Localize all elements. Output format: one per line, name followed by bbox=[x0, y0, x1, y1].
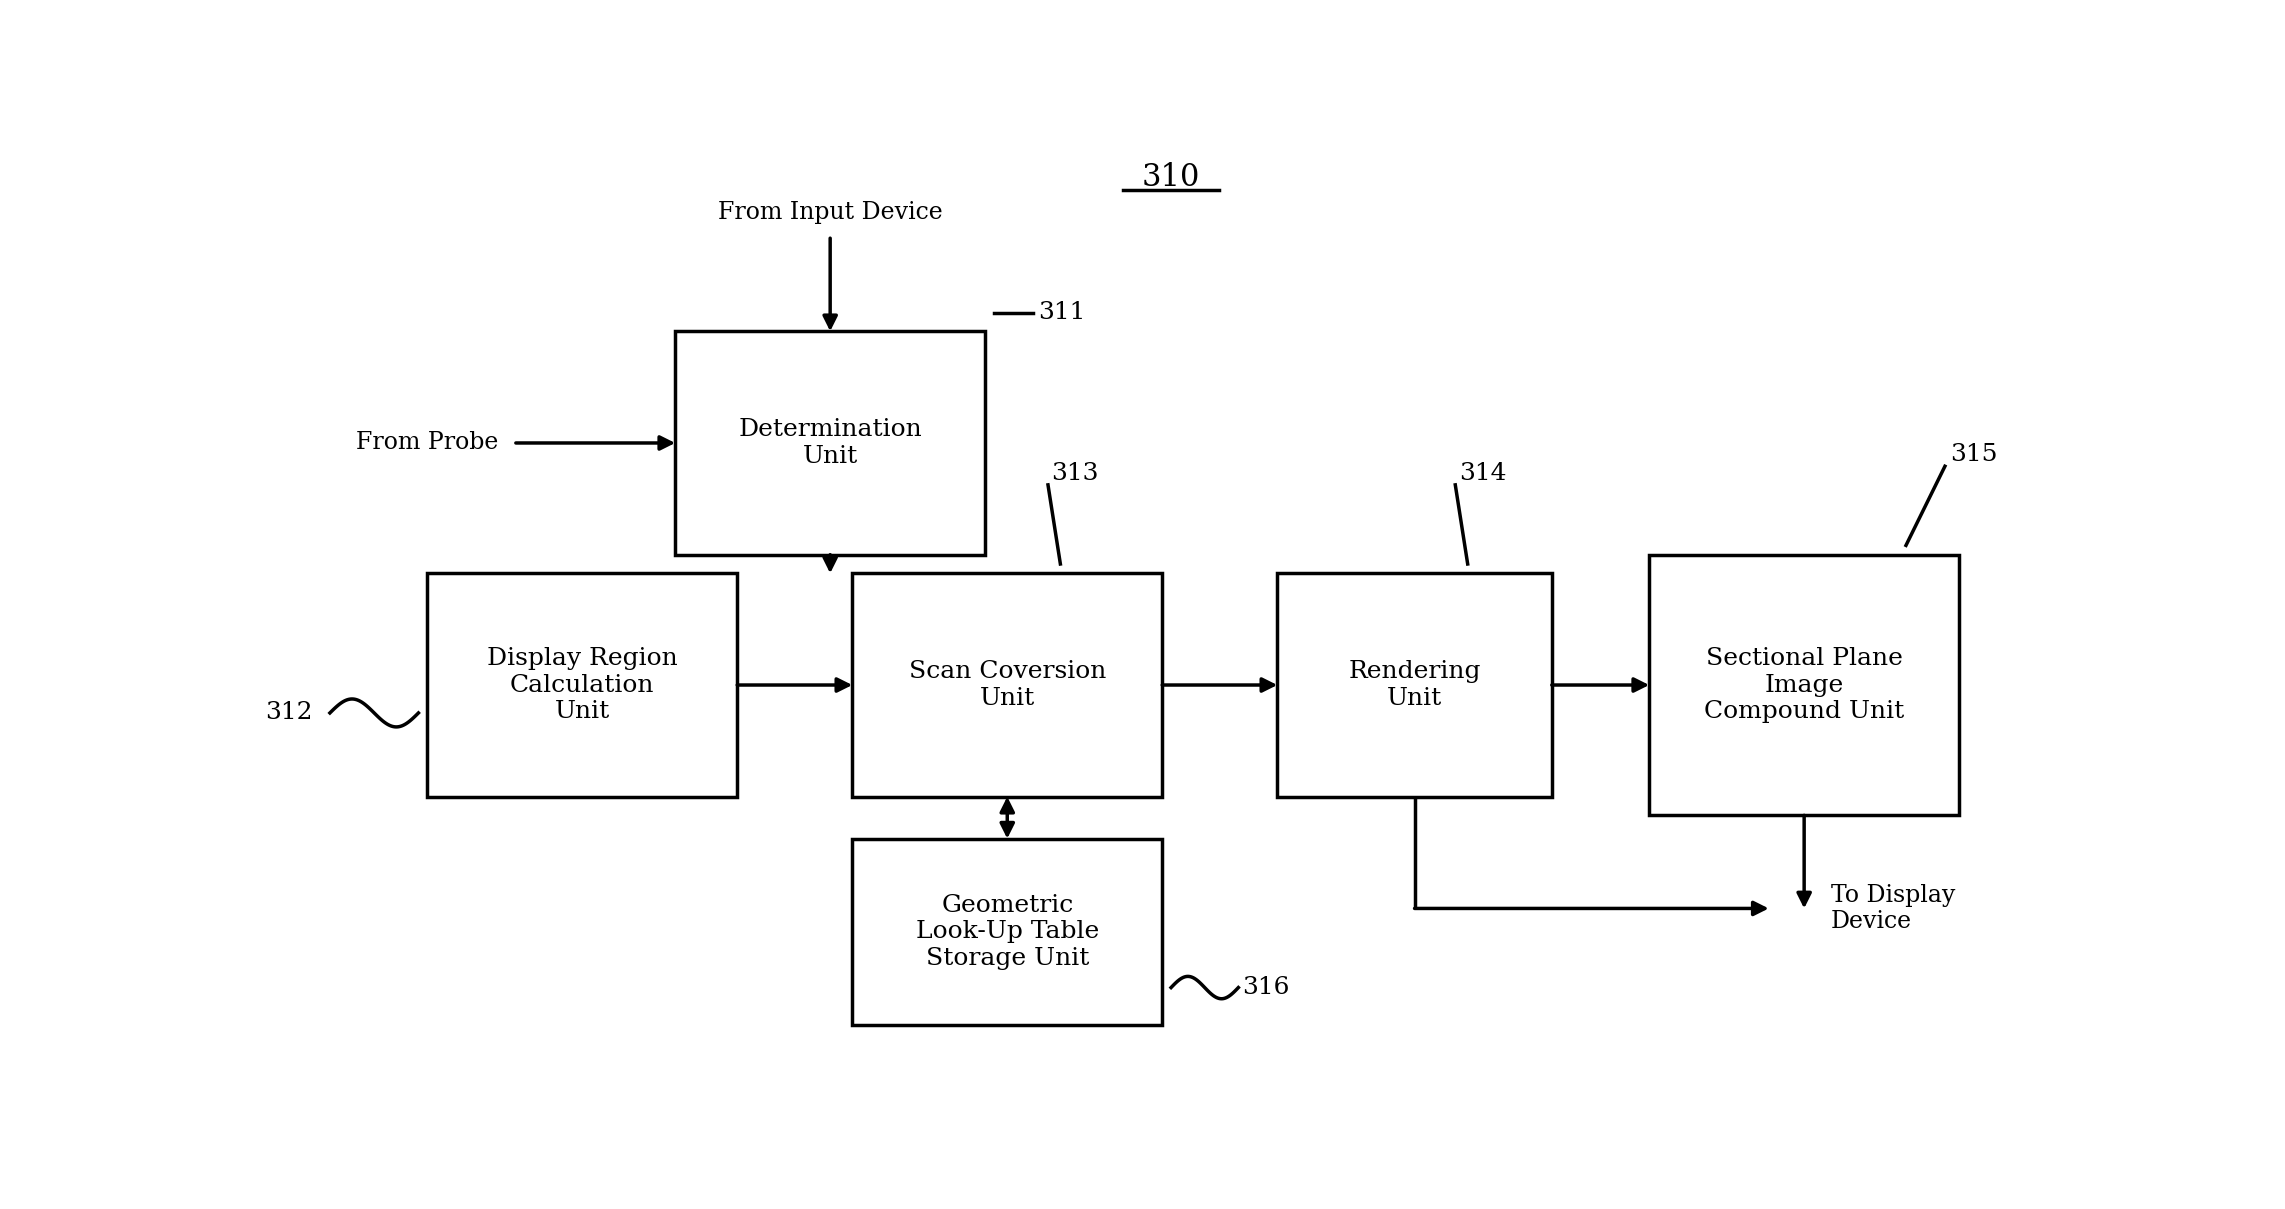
Text: 310: 310 bbox=[1142, 162, 1200, 193]
Bar bbox=[852, 573, 1163, 797]
Text: Geometric
Look-Up Table
Storage Unit: Geometric Look-Up Table Storage Unit bbox=[916, 893, 1099, 970]
Text: Sectional Plane
Image
Compound Unit: Sectional Plane Image Compound Unit bbox=[1705, 647, 1903, 723]
Text: 312: 312 bbox=[265, 701, 313, 724]
Text: 315: 315 bbox=[1951, 444, 1997, 467]
Text: Determination
Unit: Determination Unit bbox=[738, 418, 923, 468]
Text: Scan Coversion
Unit: Scan Coversion Unit bbox=[909, 660, 1106, 710]
Text: 314: 314 bbox=[1458, 462, 1506, 485]
Text: From Probe: From Probe bbox=[356, 432, 498, 455]
Bar bbox=[1277, 573, 1552, 797]
Bar bbox=[852, 839, 1163, 1025]
Text: 316: 316 bbox=[1243, 976, 1289, 999]
Text: To Display
Device: To Display Device bbox=[1830, 884, 1956, 933]
Text: From Input Device: From Input Device bbox=[717, 201, 941, 224]
Bar bbox=[427, 573, 738, 797]
Text: 313: 313 bbox=[1051, 462, 1099, 485]
Bar bbox=[1650, 555, 1958, 815]
Text: Display Region
Calculation
Unit: Display Region Calculation Unit bbox=[487, 647, 679, 723]
Bar bbox=[676, 331, 985, 555]
Text: Rendering
Unit: Rendering Unit bbox=[1348, 660, 1481, 710]
Text: 311: 311 bbox=[1037, 301, 1085, 324]
